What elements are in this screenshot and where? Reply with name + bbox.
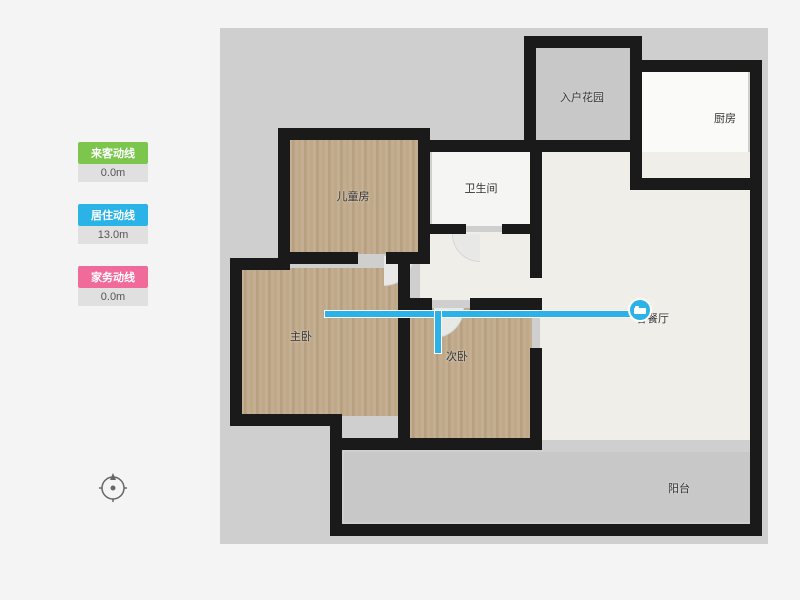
wall [278,128,290,262]
room-label: 主卧 [290,328,312,344]
wall [424,140,536,152]
route-node-bed-icon [628,298,652,322]
room-child: 儿童房 [288,138,418,254]
room-balcony: 阳台 [344,452,750,522]
compass-icon [97,470,129,502]
room-label: 厨房 [714,110,736,126]
legend-label: 家务动线 [78,266,148,288]
wall [230,258,242,424]
wall [398,298,410,446]
room-garden: 入户花园 [534,48,630,146]
route-segment [324,310,640,318]
wall [530,140,642,152]
wall [530,348,542,450]
room-living: 客餐厅 [540,152,750,440]
legend: 来客动线 0.0m 居住动线 13.0m 家务动线 0.0m [78,142,148,328]
legend-label: 来客动线 [78,142,148,164]
wall [524,36,536,152]
wall [230,414,342,426]
wall [278,252,358,264]
wall [630,60,642,190]
wall [750,440,762,536]
wall [330,524,762,536]
wall [630,178,762,190]
legend-item-guest: 来客动线 0.0m [78,142,148,182]
wall [524,36,642,48]
room-label: 卫生间 [465,180,498,196]
legend-value: 0.0m [78,288,148,306]
wall [424,224,466,234]
wall [530,144,542,278]
room-master: 主卧 [240,268,398,416]
wall [750,60,762,452]
room-label: 入户花园 [560,89,604,105]
wall [502,224,540,234]
wall [630,60,762,72]
legend-value: 13.0m [78,226,148,244]
legend-item-chore: 家务动线 0.0m [78,266,148,306]
wall [330,414,342,534]
wall [398,438,542,450]
room-label: 儿童房 [337,188,370,204]
room-label: 次卧 [446,348,468,364]
legend-item-living: 居住动线 13.0m [78,204,148,244]
canvas: 来客动线 0.0m 居住动线 13.0m 家务动线 0.0m 入户花园 [0,0,800,600]
wall [470,298,542,310]
room-bath: 卫生间 [432,150,530,226]
room-second: 次卧 [408,308,532,438]
legend-value: 0.0m [78,164,148,182]
wall [278,128,430,140]
legend-label: 居住动线 [78,204,148,226]
route-segment [434,310,442,354]
room-living-ext [420,232,542,300]
floorplan: 入户花园 厨房 儿童房 卫生间 客餐厅 主卧 次卧 阳台 [220,20,780,560]
room-label: 阳台 [668,480,690,496]
